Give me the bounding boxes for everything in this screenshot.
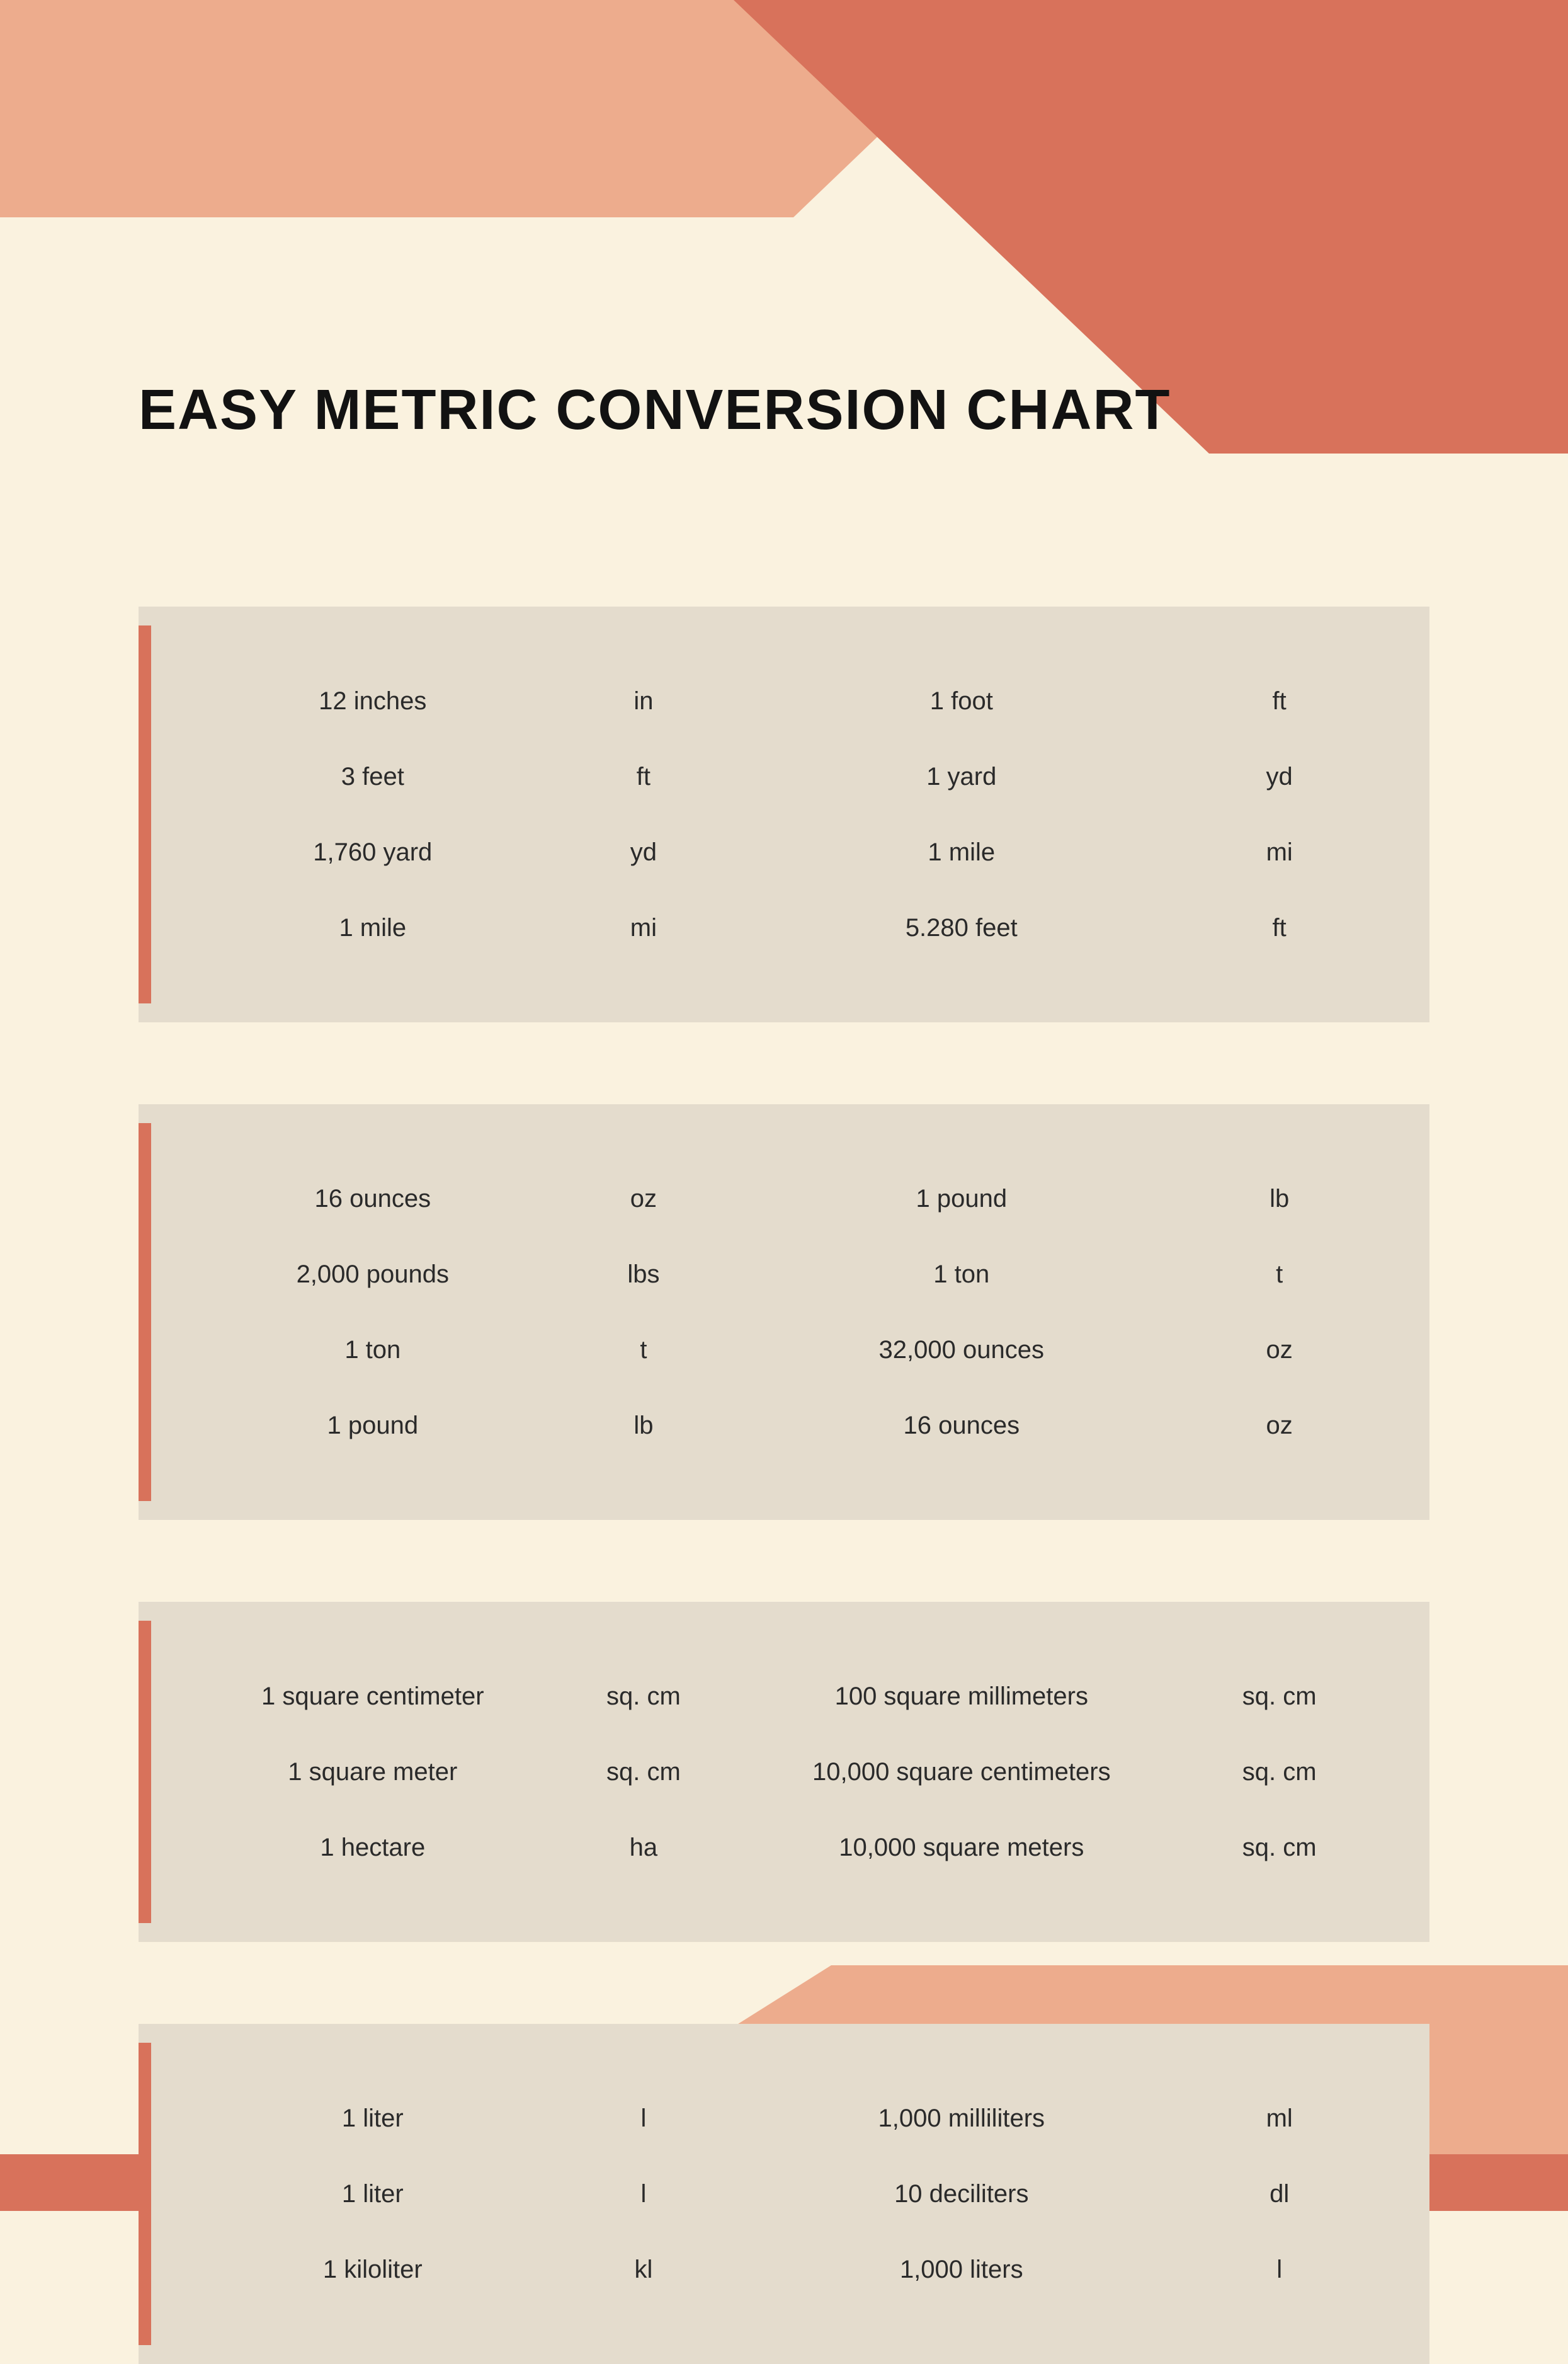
right-abbr: mi bbox=[1173, 838, 1385, 867]
left-abbr: mi bbox=[538, 914, 750, 942]
accent-bar bbox=[139, 1621, 151, 1923]
left-abbr: ft bbox=[538, 763, 750, 791]
accent-bar bbox=[139, 1123, 151, 1501]
table-row: 12 inchesin1 footft bbox=[139, 663, 1429, 739]
left-value: 1 liter bbox=[208, 2104, 538, 2133]
right-value: 1 ton bbox=[749, 1260, 1173, 1289]
right-value: 1 pound bbox=[749, 1185, 1173, 1213]
right-abbr: dl bbox=[1173, 2180, 1385, 2208]
conversion-section: 1 square centimetersq. cm100 square mill… bbox=[139, 1602, 1429, 1942]
left-value: 1,760 yard bbox=[208, 838, 538, 867]
conversion-section: 1 literl1,000 millilitersml1 literl10 de… bbox=[139, 2024, 1429, 2364]
table-row: 1 literl10 decilitersdl bbox=[139, 2156, 1429, 2232]
table-row: 1 hectareha10,000 square meterssq. cm bbox=[139, 1810, 1429, 1885]
right-value: 1 foot bbox=[749, 687, 1173, 716]
right-abbr: sq. cm bbox=[1173, 1758, 1385, 1786]
right-value: 10,000 square centimeters bbox=[749, 1758, 1173, 1786]
table-row: 1 square metersq. cm10,000 square centim… bbox=[139, 1734, 1429, 1810]
left-value: 1 hectare bbox=[208, 1834, 538, 1862]
left-value: 1 kiloliter bbox=[208, 2256, 538, 2284]
left-value: 1 square centimeter bbox=[208, 1682, 538, 1711]
left-abbr: l bbox=[538, 2180, 750, 2208]
right-abbr: sq. cm bbox=[1173, 1682, 1385, 1711]
right-value: 5.280 feet bbox=[749, 914, 1173, 942]
conversion-section: 12 inchesin1 footft3 feetft1 yardyd1,760… bbox=[139, 607, 1429, 1022]
right-value: 1 mile bbox=[749, 838, 1173, 867]
right-abbr: oz bbox=[1173, 1336, 1385, 1364]
left-abbr: oz bbox=[538, 1185, 750, 1213]
table-row: 1 square centimetersq. cm100 square mill… bbox=[139, 1659, 1429, 1734]
right-abbr: ml bbox=[1173, 2104, 1385, 2133]
right-value: 1,000 liters bbox=[749, 2256, 1173, 2284]
left-abbr: sq. cm bbox=[538, 1682, 750, 1711]
conversion-section: 16 ouncesoz1 poundlb2,000 poundslbs1 ton… bbox=[139, 1104, 1429, 1520]
left-abbr: lb bbox=[538, 1412, 750, 1440]
right-value: 100 square millimeters bbox=[749, 1682, 1173, 1711]
right-abbr: ft bbox=[1173, 687, 1385, 716]
left-value: 16 ounces bbox=[208, 1185, 538, 1213]
left-value: 1 liter bbox=[208, 2180, 538, 2208]
table-row: 16 ouncesoz1 poundlb bbox=[139, 1161, 1429, 1236]
left-value: 2,000 pounds bbox=[208, 1260, 538, 1289]
left-abbr: lbs bbox=[538, 1260, 750, 1289]
left-value: 1 mile bbox=[208, 914, 538, 942]
right-abbr: t bbox=[1173, 1260, 1385, 1289]
left-abbr: l bbox=[538, 2104, 750, 2133]
right-value: 10,000 square meters bbox=[749, 1834, 1173, 1862]
table-row: 3 feetft1 yardyd bbox=[139, 739, 1429, 814]
right-abbr: sq. cm bbox=[1173, 1834, 1385, 1862]
right-value: 1 yard bbox=[749, 763, 1173, 791]
left-abbr: t bbox=[538, 1336, 750, 1364]
right-value: 1,000 milliliters bbox=[749, 2104, 1173, 2133]
right-abbr: oz bbox=[1173, 1412, 1385, 1440]
table-row: 1 milemi5.280 feetft bbox=[139, 890, 1429, 966]
left-abbr: yd bbox=[538, 838, 750, 867]
left-value: 1 pound bbox=[208, 1412, 538, 1440]
right-abbr: l bbox=[1173, 2256, 1385, 2284]
table-row: 1 poundlb16 ouncesoz bbox=[139, 1388, 1429, 1463]
right-abbr: lb bbox=[1173, 1185, 1385, 1213]
left-value: 3 feet bbox=[208, 763, 538, 791]
page-title: EASY METRIC CONVERSION CHART bbox=[139, 378, 1429, 443]
table-row: 1 literl1,000 millilitersml bbox=[139, 2081, 1429, 2156]
left-abbr: sq. cm bbox=[538, 1758, 750, 1786]
left-abbr: ha bbox=[538, 1834, 750, 1862]
left-abbr: in bbox=[538, 687, 750, 716]
table-row: 2,000 poundslbs1 tont bbox=[139, 1236, 1429, 1312]
right-abbr: yd bbox=[1173, 763, 1385, 791]
right-value: 10 deciliters bbox=[749, 2180, 1173, 2208]
accent-bar bbox=[139, 625, 151, 1003]
right-abbr: ft bbox=[1173, 914, 1385, 942]
right-value: 16 ounces bbox=[749, 1412, 1173, 1440]
accent-bar bbox=[139, 2043, 151, 2345]
left-value: 1 square meter bbox=[208, 1758, 538, 1786]
right-value: 32,000 ounces bbox=[749, 1336, 1173, 1364]
left-abbr: kl bbox=[538, 2256, 750, 2284]
left-value: 12 inches bbox=[208, 687, 538, 716]
left-value: 1 ton bbox=[208, 1336, 538, 1364]
table-row: 1 tont32,000 ouncesoz bbox=[139, 1312, 1429, 1388]
table-row: 1 kiloliterkl1,000 litersl bbox=[139, 2232, 1429, 2307]
table-row: 1,760 yardyd1 milemi bbox=[139, 814, 1429, 890]
